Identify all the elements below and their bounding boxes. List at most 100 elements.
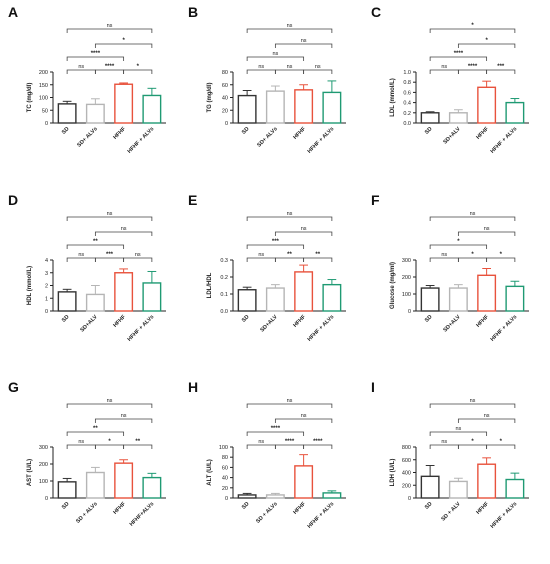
bar (420, 475, 440, 499)
y-tick-label: 2 (45, 284, 48, 290)
significance-bracket (246, 216, 333, 221)
y-tick-label: 0.3 (220, 258, 228, 264)
significance-bracket (94, 231, 153, 236)
y-axis-label: LDL (mmol/L) (390, 78, 396, 117)
significance-label: ns (484, 226, 490, 232)
bar (85, 293, 105, 312)
significance-label: * (122, 38, 125, 44)
panel-c: C 0.0 0.2 0.4 0.6 0.8 1.0 LDL (mmol/L) SD SD+ALV H… (371, 4, 529, 155)
y-axis-label: AST (U/L) (27, 459, 33, 486)
y-tick-label: 1 (45, 296, 48, 302)
significance-bracket (274, 418, 333, 423)
significance-label: ** (315, 252, 320, 258)
panel-letter: A (8, 4, 18, 20)
significance-bracket (123, 444, 153, 449)
significance-bracket (66, 69, 96, 74)
significance-label: *** (106, 252, 114, 258)
significance-bracket (457, 231, 516, 236)
significance-label: ns (107, 211, 113, 217)
y-tick-label: 0.8 (403, 80, 411, 86)
panel-b: B 0 20 40 60 80 TG (mg/dl) SD SD+ ALVs HFHF HFHF +… (188, 4, 346, 155)
category-label: SD+ALV (259, 314, 279, 334)
bar (265, 287, 285, 312)
category-label: HFHF + ALVs (490, 126, 519, 155)
significance-label: ns (121, 413, 127, 419)
significance-bracket (303, 257, 333, 262)
significance-bracket (94, 69, 125, 74)
category-label: HFHF (475, 314, 490, 329)
panel-a: A 0 50 100 150 200 TC (mg/dl) SD SD+ ALVs HFHF HFH… (8, 4, 166, 155)
bar (237, 94, 257, 124)
y-tick-label: 600 (402, 458, 411, 464)
bar (114, 272, 134, 312)
bar (142, 282, 162, 312)
y-tick-label: 200 (39, 462, 48, 468)
significance-label: **** (468, 64, 478, 70)
significance-label: ns (78, 439, 84, 445)
significance-label: ** (93, 239, 98, 245)
y-tick-label: 0 (45, 121, 48, 127)
y-axis-label: LDH (U/L) (390, 459, 396, 487)
significance-label: ns (441, 64, 447, 70)
significance-bracket (429, 444, 459, 449)
category-label: HFHF (112, 501, 127, 516)
y-tick-label: 300 (402, 258, 411, 264)
y-tick-label: 100 (402, 292, 411, 298)
significance-bracket (246, 444, 276, 449)
significance-label: ns (272, 51, 278, 57)
significance-label: ns (484, 413, 490, 419)
category-label: HFHF (292, 126, 307, 141)
bar (57, 481, 77, 499)
significance-label: ns (107, 23, 113, 29)
y-tick-label: 0.2 (220, 275, 228, 281)
category-label: SD + ALVs (75, 501, 99, 525)
bar (294, 271, 314, 312)
y-tick-label: 0.4 (403, 101, 411, 107)
significance-label: ns (107, 398, 113, 404)
bar (57, 291, 77, 312)
significance-bracket (429, 431, 488, 436)
bar (265, 90, 285, 124)
panel-e: E 0.0 0.1 0.2 0.3 LDL/HDL SD SD+ALV HFHF HFHF + A… (188, 192, 346, 343)
category-label: HFHF (475, 126, 490, 141)
significance-bracket (457, 43, 516, 48)
y-tick-label: 0 (45, 309, 48, 315)
significance-bracket (94, 418, 153, 423)
panel-h: H 0 20 40 60 80 100 ALT (U/L) SD SD + ALVs HFHF HFH… (188, 379, 346, 530)
significance-label: * (500, 252, 503, 258)
panel-letter: D (8, 192, 18, 208)
category-label: SD+ ALVs (76, 126, 99, 149)
significance-bracket (66, 257, 96, 262)
category-label: HFHF + ALVs (127, 126, 156, 155)
significance-bracket (66, 403, 153, 408)
significance-label: * (471, 23, 474, 29)
significance-bracket (274, 444, 305, 449)
significance-label: ns (470, 398, 476, 404)
significance-bracket (66, 444, 96, 449)
y-tick-label: 0.0 (220, 309, 228, 315)
category-label: HFHF + ALVs (307, 501, 336, 530)
bar (114, 83, 134, 124)
significance-label: ns (287, 64, 293, 70)
significance-bracket (486, 444, 516, 449)
y-tick-label: 40 (222, 476, 228, 482)
bar (477, 86, 497, 124)
panel-f: F 0 100 200 300 Glucose (mg/ml) SD SD+ALV HFHF HF… (371, 192, 529, 343)
bar (85, 471, 105, 499)
category-label: SD (424, 314, 434, 324)
significance-label: ** (93, 426, 98, 432)
y-tick-label: 0 (45, 496, 48, 502)
y-tick-label: 150 (39, 83, 48, 89)
significance-bracket (303, 69, 333, 74)
y-tick-label: 0.6 (403, 90, 411, 96)
significance-bracket (457, 69, 488, 74)
y-axis-label: ALT (U/L) (207, 459, 213, 486)
y-tick-label: 0.1 (220, 292, 228, 298)
bar (477, 463, 497, 499)
y-tick-label: 0 (408, 496, 411, 502)
bar (505, 101, 525, 124)
significance-bracket (303, 444, 333, 449)
significance-label: ns (287, 23, 293, 29)
bar (448, 480, 468, 499)
